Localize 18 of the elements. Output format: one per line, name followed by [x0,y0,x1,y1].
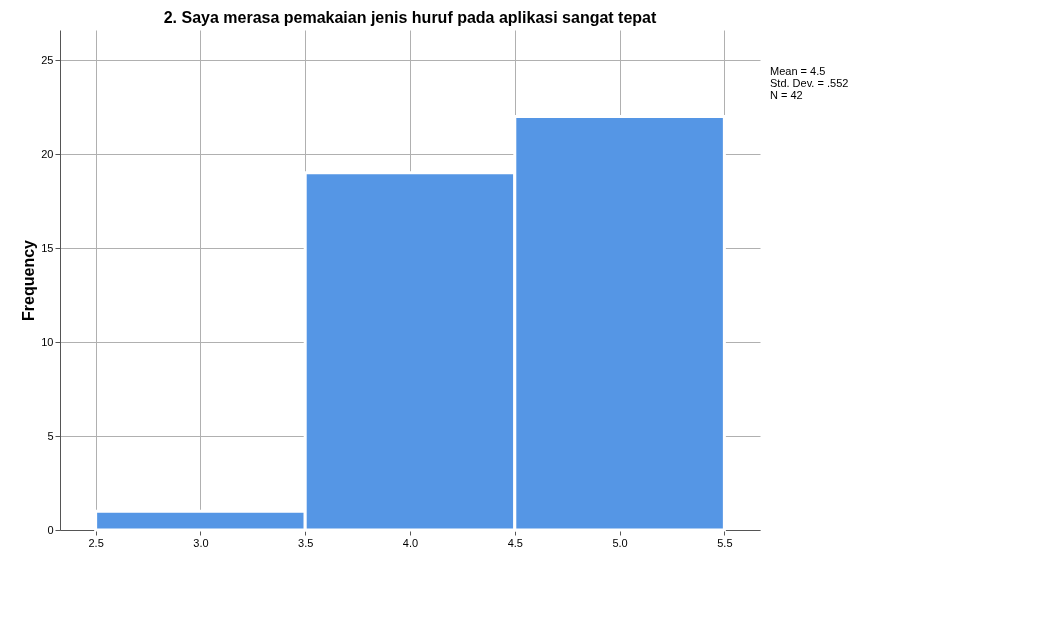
text: Std. Dev. = .552 [770,77,849,89]
y-tick-label: 0 [47,523,54,536]
x-tick-label: 3.5 [298,536,314,549]
y-tick-label: 20 [41,147,54,160]
y-tick-label: 25 [41,53,54,66]
y-tick-label: 10 [41,335,54,348]
x-tick-label: 3.0 [193,536,209,549]
y-axis-title: Frequency [20,239,38,321]
text: Mean = 4.5 [770,65,826,77]
x-tick-label: 4.5 [507,536,523,549]
x-tick-label: 5.0 [612,536,628,549]
x-tick-label: 4.0 [402,536,419,549]
y-tick-label: 5 [47,429,54,442]
y-tick-label: 15 [41,241,54,254]
chart-title: 2. Saya merasa pemakaian jenis huruf pada aplikasi sangat tepat [163,9,657,26]
x-tick-label: 2.5 [88,536,104,549]
text: N = 42 [770,89,803,101]
x-tick-label: 5.5 [717,536,733,549]
